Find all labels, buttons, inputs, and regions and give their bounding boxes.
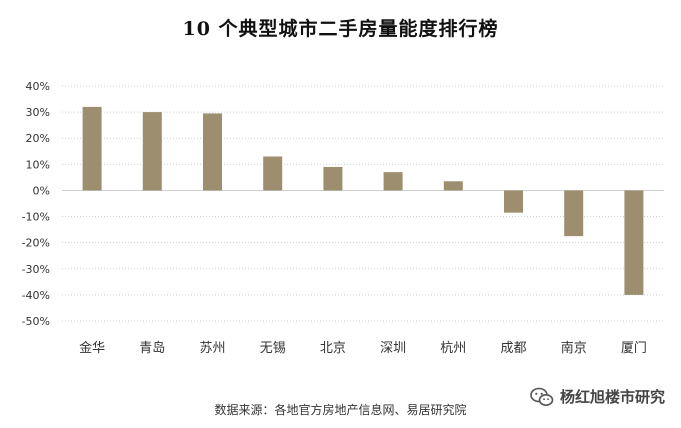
bar-7	[443, 181, 463, 191]
bar-9	[564, 190, 584, 237]
grid-lines	[62, 85, 664, 322]
y-tick-label: -50%	[22, 315, 50, 328]
y-axis-ticks: 40% 30% 20% 10% 0% -10% -20% -30% -40% -50%	[22, 80, 50, 328]
y-tick-label: -40%	[22, 289, 50, 302]
y-tick-label: 10%	[26, 158, 50, 171]
chart-title: 10 个典型城市二手房量能度排行榜	[182, 18, 499, 40]
bar-4	[263, 156, 283, 191]
wechat-icon	[530, 387, 554, 406]
bar-2	[142, 112, 162, 191]
bars	[82, 106, 644, 295]
x-tick-label: 金华	[79, 340, 105, 356]
y-tick-label: -20%	[22, 237, 50, 250]
x-tick-label: 南京	[561, 340, 587, 356]
bar-8	[504, 190, 523, 213]
y-tick-label: 30%	[26, 106, 50, 119]
x-tick-label: 无锡	[260, 341, 286, 356]
x-tick-label: 苏州	[199, 340, 225, 356]
x-tick-label: 杭州	[440, 341, 466, 356]
x-tick-label: 成都	[500, 341, 526, 356]
x-tick-label: 青岛	[139, 340, 165, 356]
x-tick-label: 深圳	[380, 341, 406, 356]
x-tick-label: 北京	[320, 341, 346, 356]
y-tick-label: -10%	[22, 211, 50, 224]
data-source-note: 数据来源：各地官方房地产信息网、易居研究院	[214, 403, 467, 417]
x-tick-label: 厦门	[621, 341, 647, 356]
bar-5	[323, 166, 343, 191]
bar-6	[383, 172, 403, 191]
bar-10	[624, 190, 644, 295]
watermark: 杨红旭楼市研究	[530, 386, 665, 407]
y-tick-label: 20%	[26, 132, 50, 145]
y-tick-label: -30%	[22, 263, 50, 276]
y-tick-label: 40%	[26, 80, 50, 93]
bar-3	[203, 113, 222, 191]
x-axis-ticks: 金华 青岛 苏州 无锡 北京 深圳 杭州 成都 南京 厦门	[79, 340, 647, 356]
y-tick-label: 0%	[33, 184, 50, 197]
bar-1	[82, 106, 102, 191]
watermark-text: 杨红旭楼市研究	[559, 388, 665, 406]
